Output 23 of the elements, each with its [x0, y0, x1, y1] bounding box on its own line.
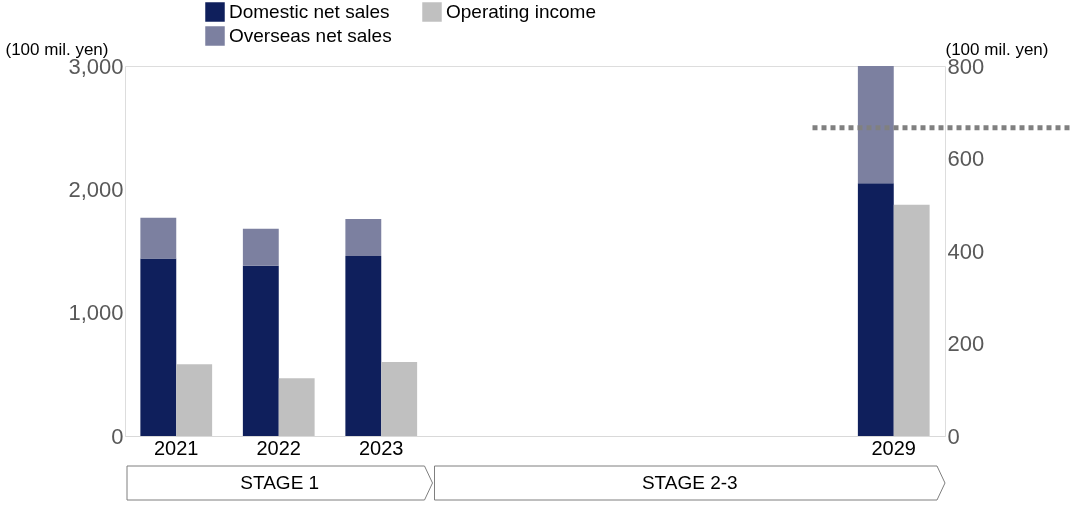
bar: [242, 228, 279, 266]
y-tick-label: 1,000: [68, 300, 124, 326]
y-tick-label: 0: [111, 423, 124, 449]
legend-label: Domestic net sales: [229, 1, 390, 22]
y2-tick-label: 0: [947, 423, 960, 449]
bar: [140, 258, 177, 436]
legend-label: Overseas net sales: [229, 25, 392, 46]
y2-tick-label: 600: [947, 146, 985, 171]
x-tick-label: 2029: [871, 436, 916, 459]
text: STAGE 2-3: [641, 472, 738, 493]
bar: [345, 255, 382, 436]
legend-label: Operating income: [446, 1, 596, 22]
y-tick-label: 2,000: [68, 176, 124, 202]
y2-tick-label: 400: [947, 238, 985, 264]
bar: [140, 217, 177, 259]
bar: [345, 218, 382, 256]
text: STAGE 1: [240, 472, 320, 493]
bar: [242, 265, 279, 436]
bar: [857, 66, 894, 184]
x-tick-label: 2023: [359, 436, 404, 459]
x-tick-label: 2022: [256, 436, 301, 459]
x-tick-label: 2021: [154, 436, 199, 459]
y2-tick-label: 200: [947, 331, 985, 356]
